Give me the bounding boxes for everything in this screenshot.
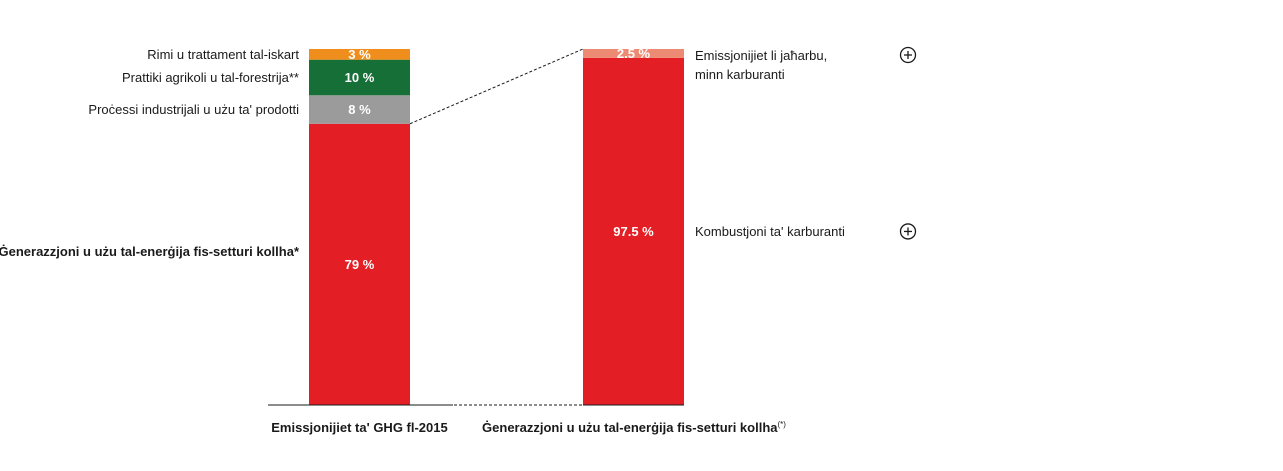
category-label-processi-industrijali-u-uzu-ta-prodotti: Proċessi industrijali u użu ta' prodotti (88, 102, 299, 117)
zoom-connector-lines (409, 48, 584, 406)
plus-circle-icon-kombustjoni-ta-karburanti[interactable] (899, 223, 917, 240)
data-label-rimi-u-trattament-tal-iskart: 3 % (348, 47, 371, 62)
bar-stack-emissions-2015: 79 % 8 % 10 % 3 % (309, 47, 410, 405)
plus-circle-icon-emissjonijiet-li-ja-arbu-minn-karburanti[interactable] (899, 46, 917, 64)
category-label-prattiki-agrikoli-u-tal-forestrija: Prattiki agrikoli u tal-forestrija** (122, 70, 299, 85)
x-label-superscript: (*) (778, 420, 787, 429)
x-axis-labels: Emissjonijiet ta' GHG fl-2015 Ġenerazzjon… (271, 420, 786, 435)
bar-segment-kombustjoni-ta-karburanti (583, 57, 684, 406)
category-label-rimi-u-trattament-tal-iskart: Rimi u trattament tal-iskart (147, 47, 299, 62)
x-label-energy-generation: Ġenerazzjoni u użu tal-enerġija fis-sett… (482, 420, 786, 435)
bar-stack-energy-breakdown: 97.5 % 2.5 % (583, 46, 684, 406)
data-label-emissjonijiet-li-ja-arbu-minn-karburanti: 2.5 % (617, 46, 651, 61)
category-label-generazzjoni-u-uzu-tal-energija-fis-setturi-kollha: Ġenerazzjoni u użu tal-enerġija fis-sett… (0, 244, 300, 259)
expand-icons (899, 46, 917, 240)
bar-segment-emissjonijiet-li-ja-arbu-minn-karburanti (583, 49, 684, 58)
category-labels-right: Kombustjoni ta' karburanti Emissjonijiet … (695, 48, 845, 239)
bar-segment-rimi-u-trattament-tal-iskart (309, 49, 410, 60)
data-label-generazzjoni-u-uzu-tal-energija-fis-setturi-kollha: 79 % (345, 257, 375, 272)
category-label-emissjonijiet-li-ja-arbu-minn-karburanti-line-1: Emissjonijiet li jaħarbu, (695, 48, 827, 63)
data-label-kombustjoni-ta-karburanti: 97.5 % (613, 224, 654, 239)
connector-line-top (409, 48, 584, 125)
data-label-processi-industrijali-u-uzu-ta-prodotti: 8 % (348, 102, 371, 117)
bar-segment-processi-industrijali-u-uzu-ta-prodotti (309, 95, 410, 124)
data-label-prattiki-agrikoli-u-tal-forestrija: 10 % (345, 70, 375, 85)
category-label-emissjonijiet-li-ja-arbu-minn-karburanti-line-2: minn karburanti (695, 67, 785, 82)
category-labels-left: Ġenerazzjoni u użu tal-enerġija fis-sett… (0, 47, 300, 259)
x-label-emissions-2015: Emissjonijiet ta' GHG fl-2015 (271, 420, 447, 435)
category-label-kombustjoni-ta-karburanti: Kombustjoni ta' karburanti (695, 224, 845, 239)
bar-segment-prattiki-agrikoli-u-tal-forestrija (309, 59, 410, 96)
bar-segment-generazzjoni-u-uzu-tal-energija-fis-setturi-kollha (309, 123, 410, 405)
